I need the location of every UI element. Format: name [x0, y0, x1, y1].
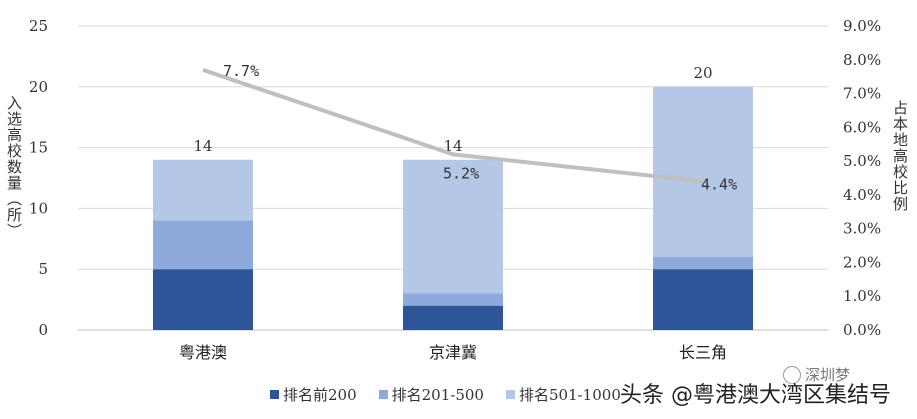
legend-swatch-201-500 — [378, 390, 388, 399]
y-tick-label-left: 15 — [29, 139, 48, 157]
bar-segment-2 — [403, 293, 503, 306]
bar-total-label: 20 — [693, 64, 712, 82]
bar-segment-1 — [653, 269, 753, 330]
ratio-line — [202, 68, 704, 184]
watermark-text: 头条 @粤港澳大湾区集结号 — [620, 383, 891, 408]
bar-segment-1 — [403, 305, 503, 330]
legend-label-201-500: 排名201-500 — [391, 386, 484, 404]
y-tick-label-left: 10 — [29, 199, 48, 217]
y-tick-label-left: 25 — [29, 17, 48, 35]
bar-segment-3 — [153, 159, 253, 221]
bar-segment-3 — [403, 159, 503, 294]
bar-total-label: 14 — [443, 137, 462, 155]
legend-swatch-501-1000 — [505, 390, 515, 399]
bar-total-label: 14 — [193, 137, 212, 155]
y-tick-label-left: 5 — [38, 260, 48, 278]
watermark-logo-icon — [783, 365, 801, 384]
watermark-logo: 深圳梦 — [783, 364, 850, 385]
y-tick-label-right: 4.0% — [843, 186, 881, 204]
y-tick-label-right: 2.0% — [843, 253, 881, 271]
ratio-label: 5.2% — [443, 164, 479, 182]
y-axis-title-right: 占本地高校比例 — [891, 100, 909, 212]
legend-swatch-top200 — [270, 390, 279, 399]
y-tick-label-right: 7.0% — [843, 85, 881, 103]
y-tick-label-right: 8.0% — [843, 51, 881, 69]
legend-item-201-500: 排名201-500 — [378, 384, 484, 405]
x-tick-label: 京津冀 — [429, 343, 477, 362]
x-tick-label: 粤港澳 — [179, 343, 227, 362]
y-tick-label-right: 5.0% — [843, 152, 881, 170]
bar-segment-2 — [153, 220, 253, 270]
legend-item-501-1000: 排名501-1000 — [505, 384, 621, 405]
legend-label-501-1000: 排名501-1000 — [518, 386, 621, 404]
legend: 排名前200 排名201-500 排名501-1000 — [270, 384, 621, 405]
y-tick-label-right: 0.0% — [843, 321, 881, 339]
bar-segment-3 — [653, 86, 753, 258]
y-tick-label-right: 3.0% — [843, 220, 881, 238]
y-tick-label-left: 20 — [29, 78, 48, 96]
ratio-label: 7.7% — [223, 62, 259, 80]
legend-label-top200: 排名前200 — [283, 386, 357, 404]
y-axis-title-left: 入选高校数量（所） — [5, 95, 23, 239]
bar-segment-2 — [653, 257, 753, 270]
legend-item-top200: 排名前200 — [270, 384, 357, 405]
y-tick-label-right: 1.0% — [843, 287, 881, 305]
y-tick-label-right: 6.0% — [843, 118, 881, 136]
ratio-label: 4.4% — [701, 175, 737, 193]
watermark-logo-text: 深圳梦 — [805, 366, 851, 384]
x-tick-label: 长三角 — [679, 343, 727, 362]
y-tick-label-left: 0 — [38, 321, 48, 339]
bar-segment-1 — [153, 269, 253, 330]
y-tick-label-right: 9.0% — [843, 17, 881, 35]
